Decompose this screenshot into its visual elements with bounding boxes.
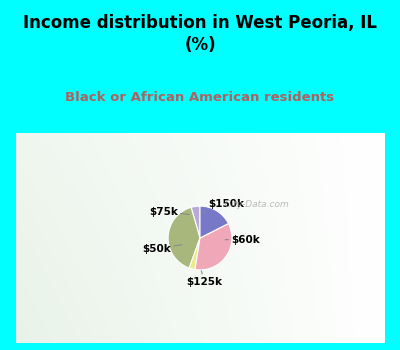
Wedge shape (168, 207, 200, 268)
Wedge shape (195, 224, 232, 270)
Text: $60k: $60k (225, 235, 260, 245)
Text: $50k: $50k (142, 244, 182, 253)
Wedge shape (200, 206, 228, 238)
Text: $75k: $75k (149, 206, 189, 217)
Text: Black or African American residents: Black or African American residents (66, 91, 334, 104)
Wedge shape (189, 238, 200, 270)
Text: $150k: $150k (203, 199, 244, 212)
Text: City-Data.com: City-Data.com (219, 200, 289, 209)
Text: $125k: $125k (187, 271, 223, 287)
Text: Income distribution in West Peoria, IL
(%): Income distribution in West Peoria, IL (… (23, 14, 377, 54)
Wedge shape (191, 206, 200, 238)
